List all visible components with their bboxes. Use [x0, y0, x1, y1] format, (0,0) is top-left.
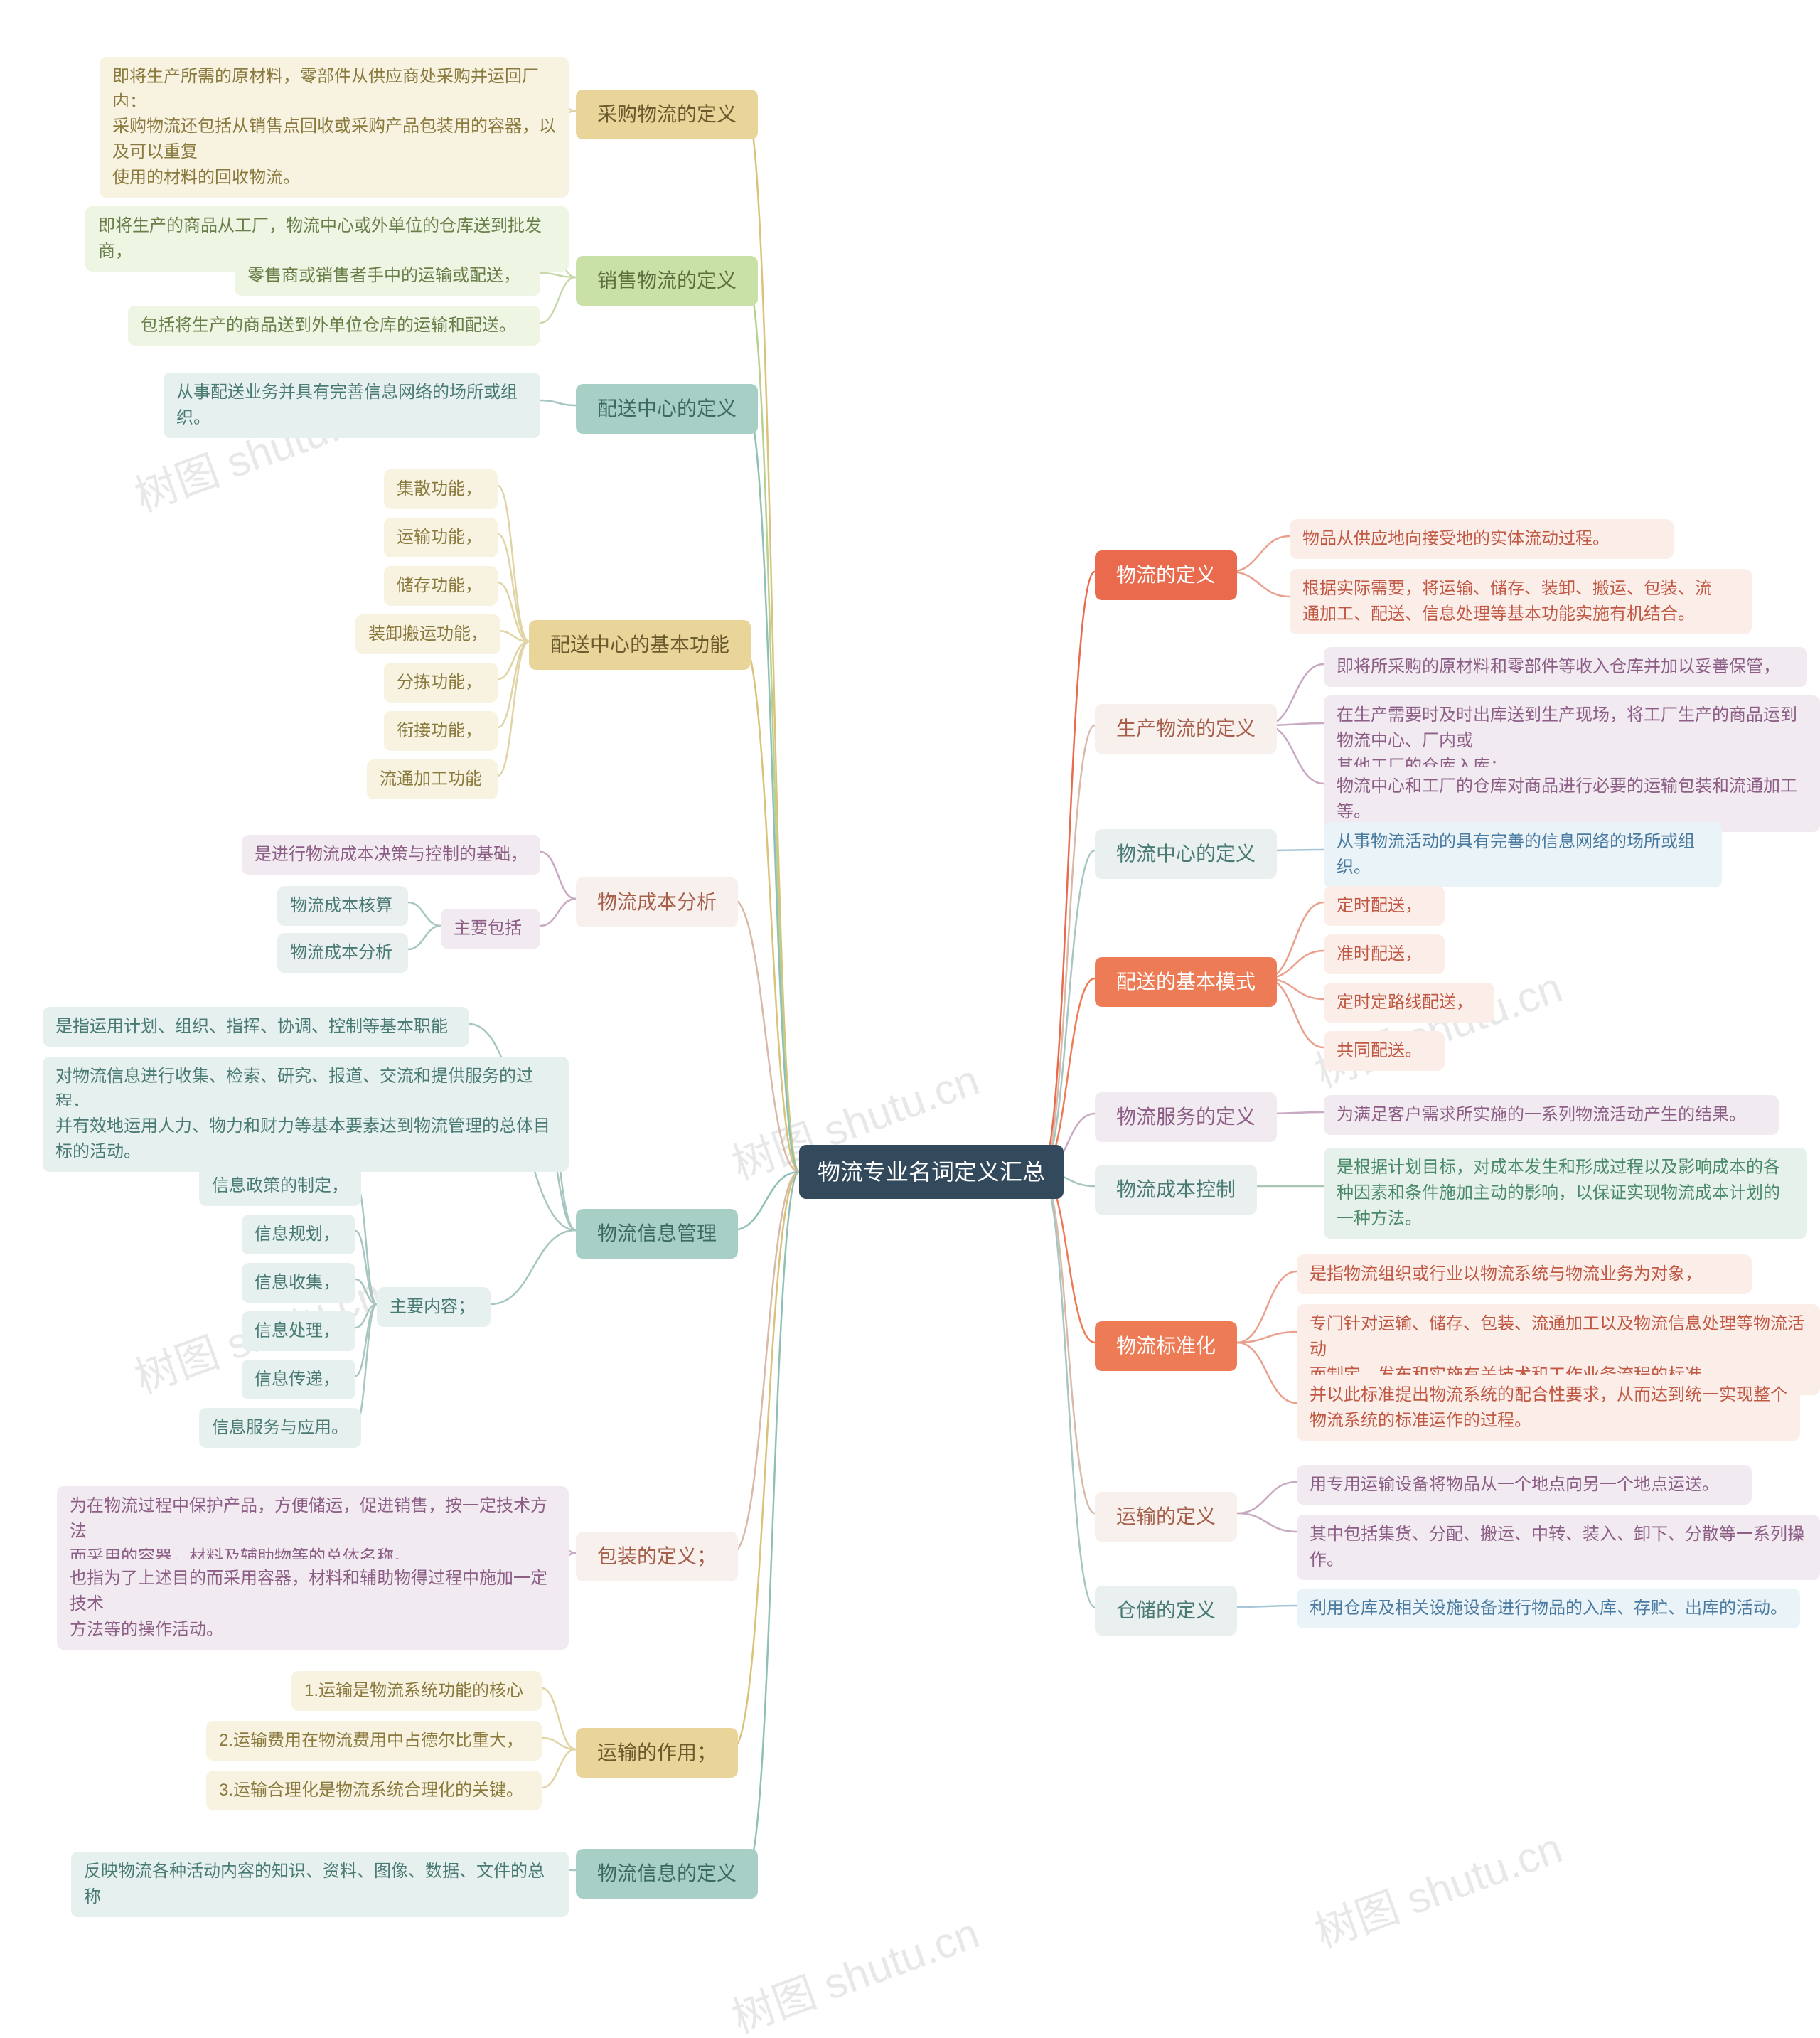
leaf-node: 衔接功能，: [384, 711, 498, 751]
leaf-node: 信息收集，: [242, 1263, 355, 1303]
leaf-node: 装卸搬运功能，: [355, 614, 500, 654]
leaf-node: 3.运输合理化是物流系统合理化的关键。: [206, 1771, 542, 1810]
center-node: 物流专业名词定义汇总: [799, 1145, 1064, 1199]
leaf-node: 是根据计划目标，对成本发生和形成过程以及影响成本的各 种因素和条件施加主动的影响…: [1324, 1148, 1807, 1239]
leaf-node: 其中包括集货、分配、搬运、中转、装入、卸下、分散等一系列操作。: [1297, 1515, 1820, 1580]
mindmap-canvas: 树图 shutu.cn树图 shutu.cn树图 shutu.cn树图 shut…: [0, 0, 1820, 2038]
branch-node: 运输的定义: [1095, 1492, 1237, 1542]
branch-node: 生产物流的定义: [1095, 704, 1277, 754]
leaf-node: 信息传递，: [242, 1360, 355, 1399]
leaf-node: 用专用运输设备将物品从一个地点向另一个地点运送。: [1297, 1465, 1752, 1505]
leaf-node: 是指运用计划、组织、指挥、协调、控制等基本职能: [43, 1007, 469, 1047]
leaf-node: 是指物流组织或行业以物流系统与物流业务为对象，: [1297, 1254, 1752, 1294]
branch-node: 配送的基本模式: [1095, 957, 1277, 1007]
leaf-node: 也指为了上述目的而采用容器，材料和辅助物得过程中施加一定技术 方法等的操作活动。: [57, 1559, 569, 1650]
leaf-node: 反映物流各种活动内容的知识、资料、图像、数据、文件的总称: [71, 1852, 569, 1917]
leaf-node: 信息服务与应用。: [199, 1408, 361, 1448]
leaf-node: 采购物流还包括从销售点回收或采购产品包装用的容器，以及可以重复 使用的材料的回收…: [100, 107, 569, 198]
leaf-node: 共同配送。: [1324, 1031, 1445, 1071]
branch-node: 配送中心的基本功能: [529, 620, 751, 670]
leaf-node: 信息处理，: [242, 1311, 355, 1351]
branch-node: 物流信息管理: [576, 1209, 738, 1259]
leaf-node: 从事配送业务并具有完善信息网络的场所或组 织。: [164, 373, 540, 438]
leaf-node: 物流成本核算: [277, 886, 408, 926]
branch-node: 销售物流的定义: [576, 256, 758, 306]
branch-node: 物流服务的定义: [1095, 1092, 1277, 1142]
leaf-node: 主要包括: [441, 909, 540, 949]
branch-node: 包装的定义；: [576, 1532, 738, 1581]
leaf-node: 并有效地运用人力、物力和财力等基本要素达到物流管理的总体目标的活动。: [43, 1106, 569, 1172]
leaf-node: 并以此标准提出物流系统的配合性要求，从而达到统一实现整个 物流系统的标准运作的过…: [1297, 1375, 1800, 1441]
leaf-node: 即将所采购的原材料和零部件等收入仓库并加以妥善保管，: [1324, 647, 1807, 687]
leaf-node: 主要内容；: [377, 1287, 491, 1327]
branch-node: 运输的作用；: [576, 1728, 738, 1778]
leaf-node: 为满足客户需求所实施的一系列物流活动产生的结果。: [1324, 1095, 1779, 1135]
leaf-node: 是进行物流成本决策与控制的基础，: [242, 835, 540, 875]
leaf-node: 分拣功能，: [384, 663, 498, 703]
branch-node: 物流标准化: [1095, 1321, 1237, 1371]
leaf-node: 根据实际需要，将运输、储存、装卸、搬运、包装、流 通加工、配送、信息处理等基本功…: [1290, 569, 1752, 634]
branch-node: 采购物流的定义: [576, 90, 758, 139]
leaf-node: 利用仓库及相关设施设备进行物品的入库、存贮、出库的活动。: [1297, 1589, 1800, 1628]
leaf-node: 2.运输费用在物流费用中占德尔比重大，: [206, 1721, 542, 1761]
leaf-node: 信息规划，: [242, 1215, 355, 1254]
leaf-node: 运输功能，: [384, 518, 498, 557]
branch-node: 物流信息的定义: [576, 1849, 758, 1899]
branch-node: 物流成本控制: [1095, 1165, 1257, 1215]
leaf-node: 准时配送，: [1324, 934, 1445, 974]
branch-node: 仓储的定义: [1095, 1586, 1237, 1636]
branch-node: 物流成本分析: [576, 877, 738, 927]
leaf-node: 储存功能，: [384, 566, 498, 606]
leaf-node: 流通加工功能: [367, 759, 498, 799]
leaf-node: 定时定路线配送，: [1324, 983, 1494, 1023]
branch-node: 配送中心的定义: [576, 384, 758, 434]
leaf-node: 集散功能，: [384, 469, 498, 509]
leaf-node: 物流成本分析: [277, 933, 408, 973]
leaf-node: 从事物流活动的具有完善的信息网络的场所或组 织。: [1324, 822, 1722, 887]
leaf-node: 定时配送，: [1324, 886, 1445, 926]
leaf-node: 物品从供应地向接受地的实体流动过程。: [1290, 519, 1674, 559]
branch-node: 物流中心的定义: [1095, 829, 1277, 879]
leaf-node: 信息政策的制定，: [199, 1166, 361, 1206]
leaf-node: 零售商或销售者手中的运输或配送，: [235, 256, 540, 296]
leaf-node: 1.运输是物流系统功能的核心: [291, 1671, 542, 1711]
branch-node: 物流的定义: [1095, 550, 1237, 600]
leaf-node: 包括将生产的商品送到外单位仓库的运输和配送。: [128, 306, 540, 346]
